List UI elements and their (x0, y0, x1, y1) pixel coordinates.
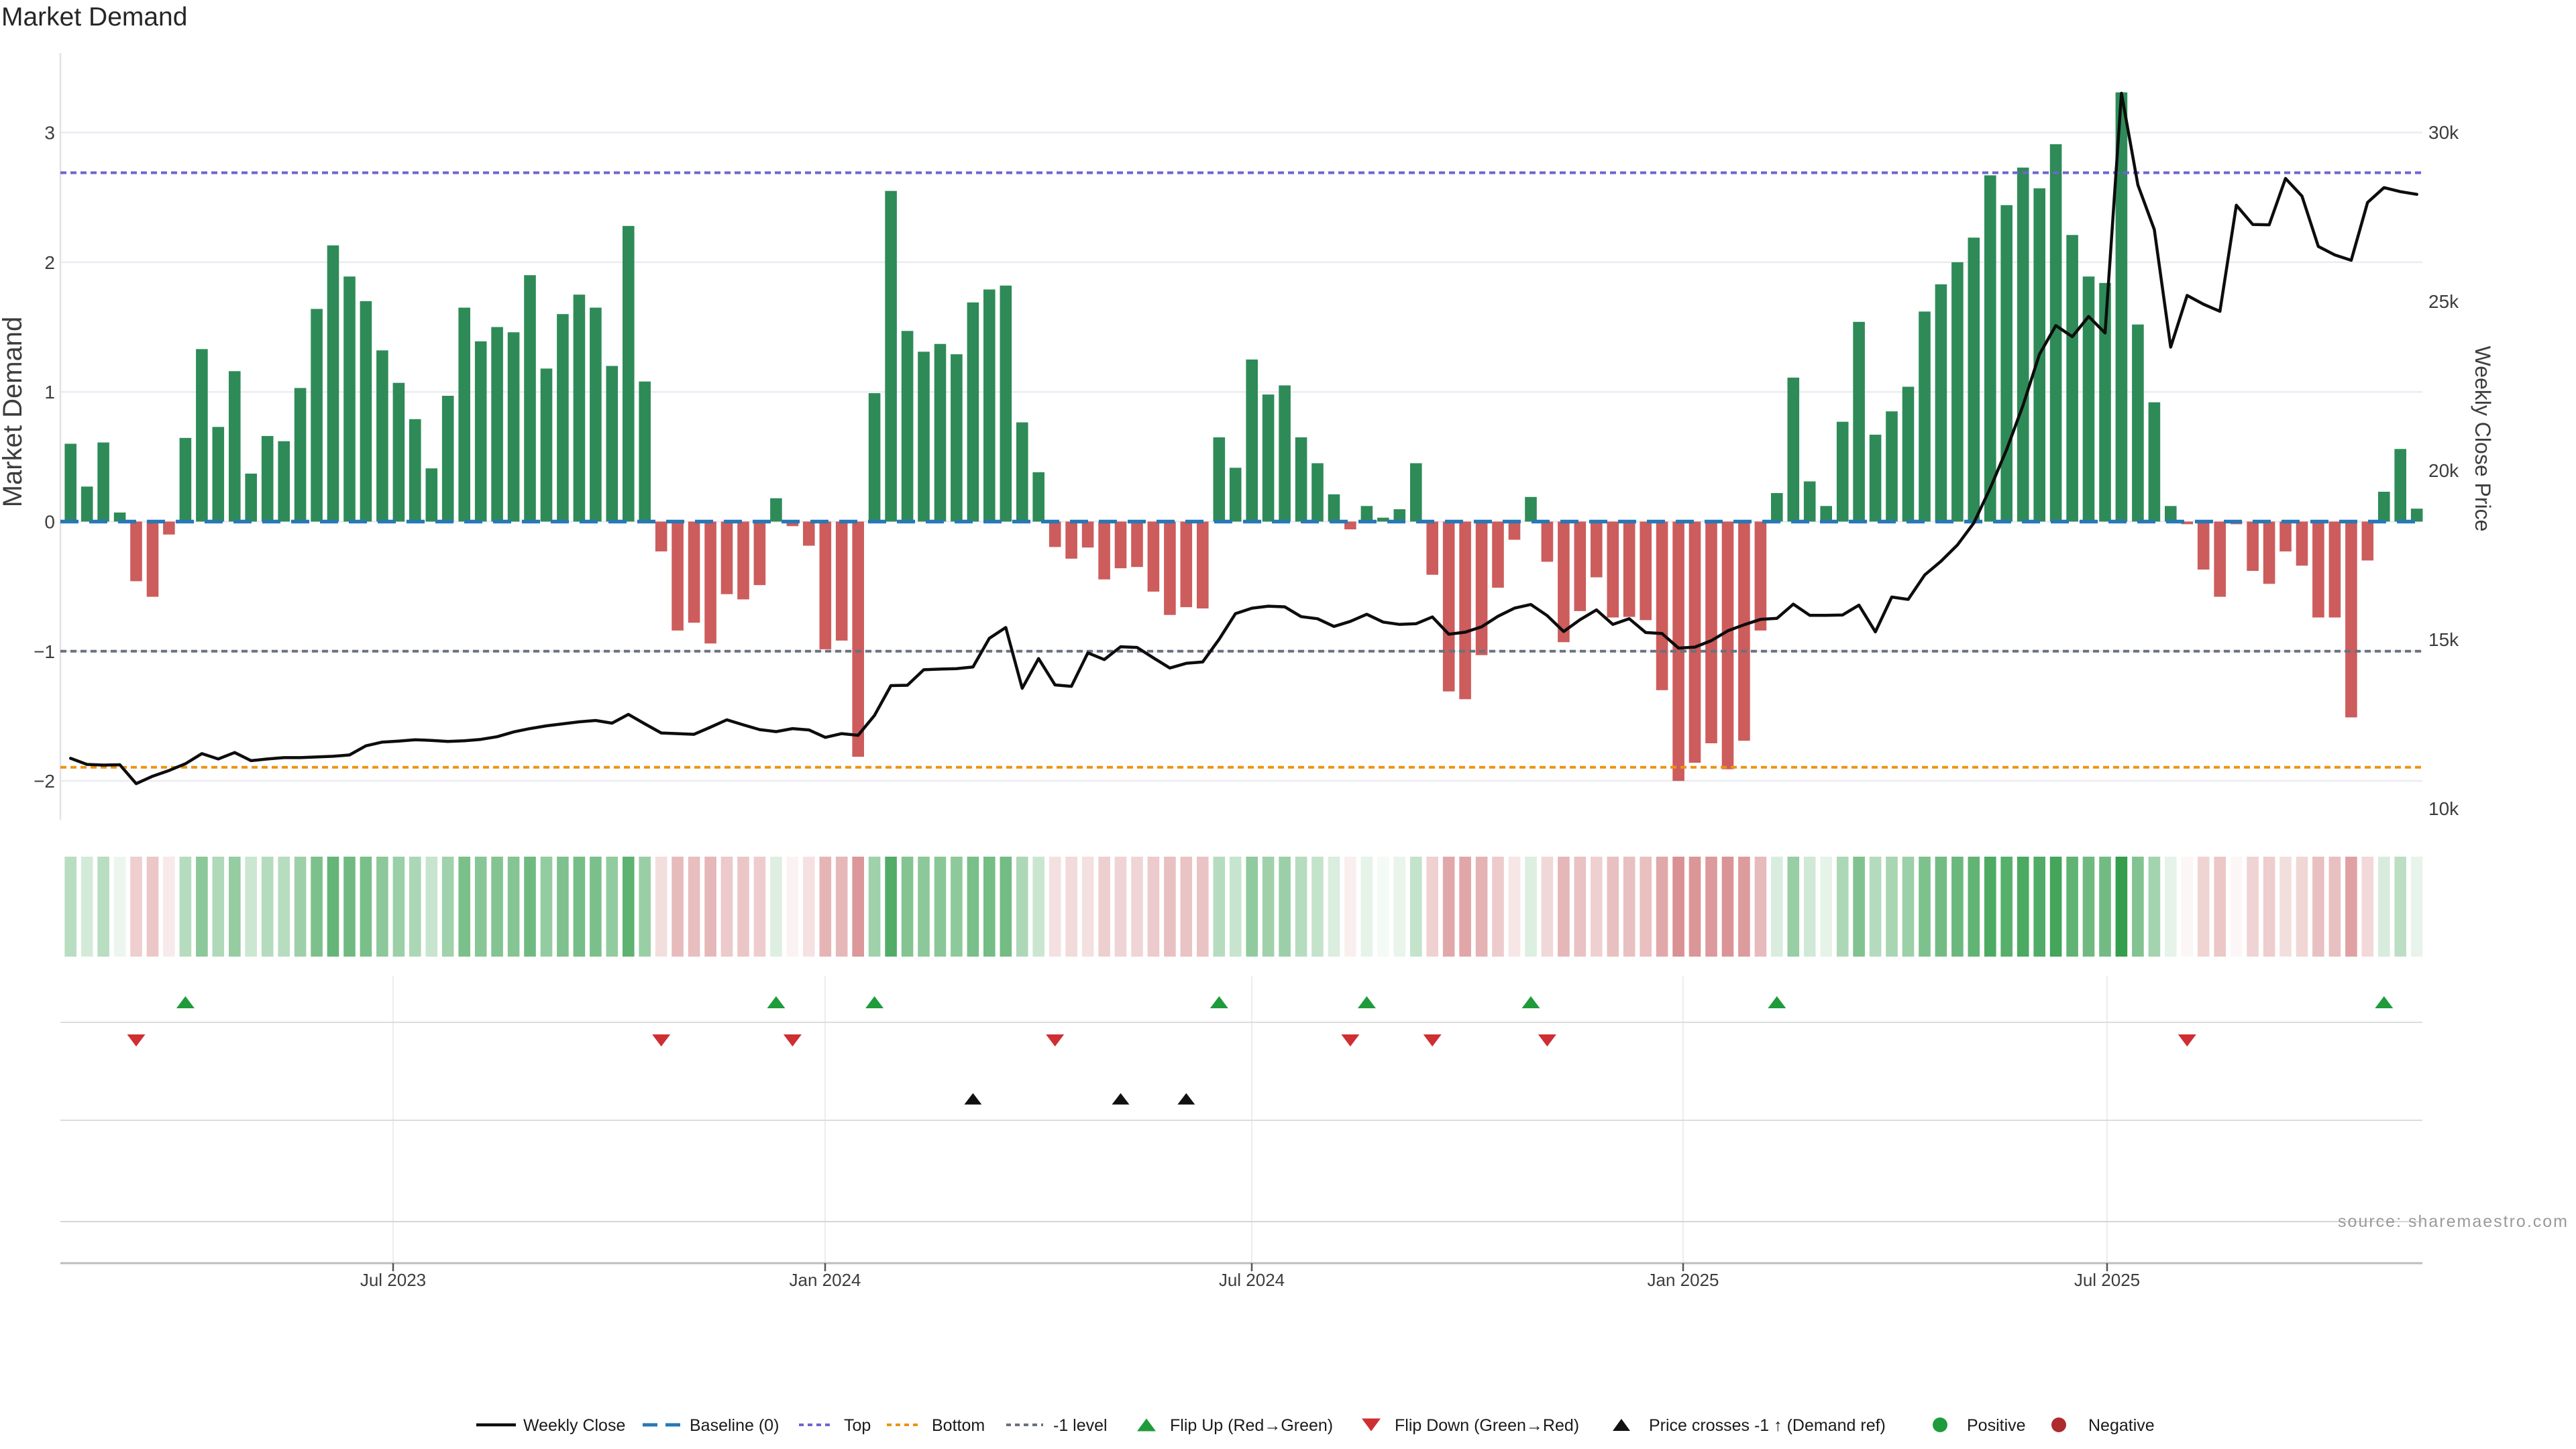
svg-text:0: 0 (44, 512, 55, 533)
svg-text:−2: −2 (34, 771, 55, 792)
svg-text:Weekly Close: Weekly Close (523, 1416, 625, 1435)
svg-text:30k: 30k (2428, 122, 2459, 143)
svg-text:25k: 25k (2428, 291, 2459, 312)
svg-text:3: 3 (44, 123, 55, 144)
svg-text:Flip Down (Green→Red): Flip Down (Green→Red) (1395, 1416, 1579, 1435)
svg-text:Jul 2025: Jul 2025 (2074, 1270, 2140, 1290)
svg-text:15k: 15k (2428, 629, 2459, 650)
svg-text:Weekly Close Price: Weekly Close Price (2471, 346, 2495, 532)
svg-text:20k: 20k (2428, 460, 2459, 481)
svg-text:Positive: Positive (1967, 1416, 2026, 1435)
svg-text:Market Demand: Market Demand (1, 3, 187, 32)
svg-text:2: 2 (44, 252, 55, 273)
svg-text:source: sharemaestro.com: source: sharemaestro.com (2338, 1212, 2569, 1231)
svg-text:Jul 2023: Jul 2023 (360, 1270, 426, 1290)
svg-text:-1 level: -1 level (1053, 1416, 1108, 1435)
svg-text:Price crosses -1 ↑ (Demand ref: Price crosses -1 ↑ (Demand ref) (1649, 1416, 1886, 1435)
svg-text:Flip Up (Red→Green): Flip Up (Red→Green) (1170, 1416, 1333, 1435)
svg-text:Jan 2024: Jan 2024 (790, 1270, 861, 1290)
svg-text:1: 1 (44, 382, 55, 402)
svg-text:Negative: Negative (2088, 1416, 2155, 1435)
svg-text:Top: Top (844, 1416, 871, 1435)
svg-text:Bottom: Bottom (932, 1416, 985, 1435)
svg-text:Jan 2025: Jan 2025 (1648, 1270, 1719, 1290)
svg-text:Baseline (0): Baseline (0) (690, 1416, 779, 1435)
svg-text:10k: 10k (2428, 798, 2459, 819)
svg-text:Market Demand: Market Demand (0, 317, 28, 508)
svg-text:−1: −1 (34, 641, 55, 662)
svg-text:Jul 2024: Jul 2024 (1219, 1270, 1285, 1290)
